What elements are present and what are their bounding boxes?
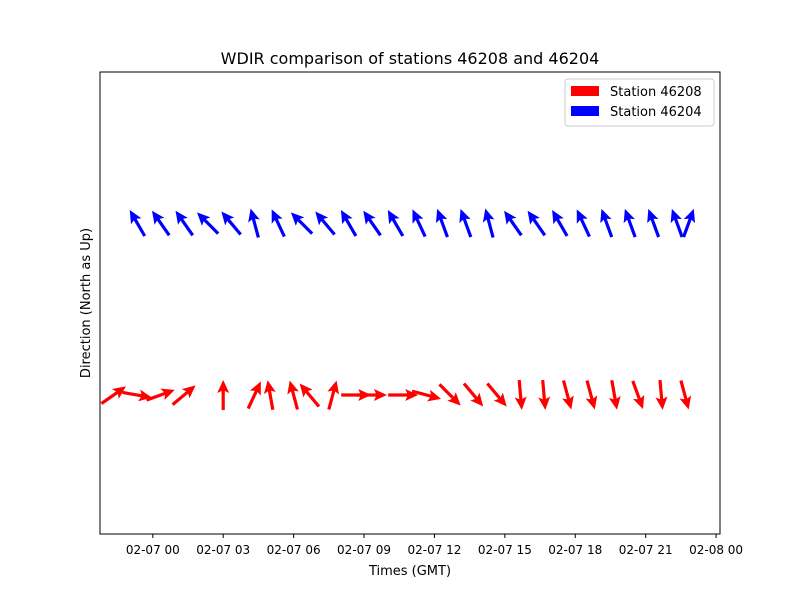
- wind-arrow: [287, 380, 300, 410]
- wind-arrow: [171, 385, 196, 406]
- legend: Station 46208 Station 46204: [564, 78, 715, 127]
- wind-arrow: [175, 210, 195, 237]
- wind-arrow: [655, 379, 668, 410]
- wind-arrow: [435, 208, 449, 238]
- wind-arrow: [341, 389, 372, 401]
- wind-arrow: [129, 210, 147, 237]
- wind-arrow: [527, 210, 547, 237]
- x-tick-label: 02-07 15: [478, 543, 532, 557]
- wind-arrow: [388, 389, 419, 401]
- wind-arrow: [145, 388, 175, 402]
- wind-arrow: [248, 208, 260, 238]
- x-axis-label: Times (GMT): [368, 564, 451, 579]
- wind-arrow: [412, 209, 427, 238]
- wind-arrow: [290, 212, 314, 235]
- plot-area: [99, 71, 721, 535]
- wind-arrow: [122, 389, 152, 402]
- wind-arrow: [482, 208, 495, 238]
- wind-arrow: [538, 379, 551, 410]
- wind-arrow: [647, 208, 661, 238]
- wind-arrow: [196, 212, 220, 235]
- wind-arrow: [100, 386, 126, 405]
- x-axis-ticks: 02-07 00 02-07 03 02-07 06 02-07 09 02-07 12…: [126, 534, 743, 557]
- wind-arrow: [561, 380, 574, 410]
- legend-label: Station 46204: [610, 105, 702, 120]
- chart-title: WDIR comparison of stations 46208 and 46…: [221, 49, 600, 68]
- wind-arrow: [340, 210, 358, 237]
- wind-arrow: [411, 389, 442, 402]
- wind-arrow: [552, 210, 569, 237]
- y-axis-label: Direction (North as Up): [79, 228, 94, 378]
- legend-swatch: [571, 106, 599, 116]
- x-tick-label: 02-07 03: [196, 543, 250, 557]
- wind-arrow: [576, 209, 591, 238]
- wind-arrow: [679, 380, 692, 410]
- wind-arrow: [438, 383, 461, 406]
- wind-arrow: [623, 208, 637, 238]
- x-tick-label: 02-07 12: [407, 543, 461, 557]
- wind-arrow: [670, 208, 684, 238]
- wind-arrow: [387, 210, 405, 237]
- legend-label: Station 46208: [610, 85, 702, 100]
- x-tick-label: 02-07 09: [337, 543, 391, 557]
- wind-arrow: [631, 380, 645, 410]
- wind-arrow: [246, 381, 261, 410]
- quiver-arrows: [100, 208, 696, 411]
- x-tick-label: 02-07 00: [126, 543, 180, 557]
- wind-arrow: [363, 210, 382, 237]
- wind-arrow: [682, 208, 696, 238]
- legend-swatch: [571, 86, 599, 96]
- wind-arrow: [600, 208, 614, 238]
- wind-arrow: [462, 382, 484, 407]
- wind-arrow: [299, 383, 321, 408]
- wind-arrow: [151, 210, 171, 237]
- wind-arrow: [356, 389, 387, 401]
- wind-arrow: [217, 380, 230, 410]
- x-tick-label: 02-07 06: [267, 543, 321, 557]
- wind-arrow: [263, 380, 276, 411]
- x-tick-label: 02-07 18: [548, 543, 602, 557]
- x-tick-label: 02-07 21: [619, 543, 673, 557]
- wind-arrow: [459, 208, 473, 238]
- legend-box: [564, 78, 715, 127]
- wind-arrow: [486, 382, 507, 407]
- wind-arrow: [221, 211, 242, 236]
- wind-arrow: [504, 210, 523, 237]
- wind-arrow: [315, 211, 336, 236]
- wind-arrow: [608, 379, 621, 410]
- wind-arrow: [585, 380, 598, 410]
- x-tick-label: 02-08 00: [689, 543, 743, 557]
- wind-arrow: [514, 379, 527, 410]
- wind-arrow: [327, 380, 340, 410]
- wind-arrow: [271, 209, 286, 238]
